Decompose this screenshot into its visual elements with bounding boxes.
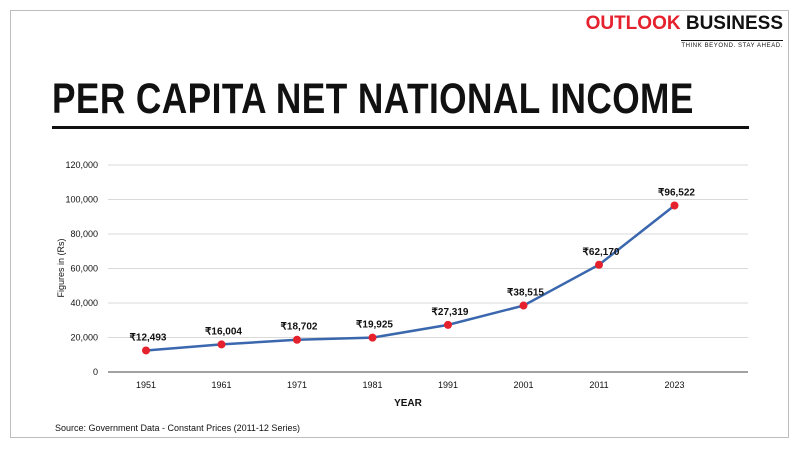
data-point bbox=[293, 335, 301, 344]
x-axis-label: YEAR bbox=[394, 398, 423, 409]
data-labels: ₹12,493 ₹16,004 ₹18,702 ₹19,925 ₹27,319 ₹38,5… bbox=[130, 187, 696, 343]
data-point bbox=[595, 260, 603, 269]
data-label: ₹18,702 bbox=[281, 322, 318, 333]
data-point bbox=[142, 346, 150, 355]
brand-name-part2: BUSINESS bbox=[685, 13, 783, 34]
title-divider bbox=[52, 126, 749, 129]
y-tick-label: 100,000 bbox=[65, 195, 98, 205]
brand-tagline: THINK BEYOND. STAY AHEAD. bbox=[681, 40, 783, 50]
data-label: ₹27,319 bbox=[432, 307, 469, 318]
grid-lines bbox=[108, 164, 748, 373]
x-tick-label: 2011 bbox=[589, 380, 608, 390]
brand-logo: OUTLOOK BUSINESS THINK BEYOND. STAY AHEA… bbox=[586, 14, 783, 52]
y-tick-label: 80,000 bbox=[70, 229, 98, 239]
brand-name-part1: OUTLOOK bbox=[585, 13, 681, 34]
series-line bbox=[145, 204, 676, 352]
x-tick-label: 2001 bbox=[513, 380, 533, 390]
data-point bbox=[670, 201, 679, 210]
data-point bbox=[368, 333, 377, 342]
data-point bbox=[519, 301, 528, 310]
y-axis-label: Figures in (Rs) bbox=[56, 238, 66, 297]
data-point bbox=[217, 340, 226, 349]
data-points bbox=[142, 201, 679, 355]
page-title: PER CAPITA NET NATIONAL INCOME bbox=[52, 75, 694, 123]
x-tick-labels: 1951 1961 1971 1981 1991 2001 2011 2023 bbox=[136, 380, 685, 390]
y-tick-label: 20,000 bbox=[70, 333, 98, 343]
brand-name: OUTLOOK BUSINESS bbox=[586, 14, 783, 34]
source-note: Source: Government Data - Constant Price… bbox=[55, 423, 300, 433]
data-label: ₹16,004 bbox=[205, 326, 242, 337]
x-tick-label: 1991 bbox=[438, 380, 458, 390]
x-tick-label: 2023 bbox=[664, 380, 684, 390]
y-tick-label: 60,000 bbox=[70, 264, 98, 274]
y-tick-labels: 0 20,000 40,000 60,000 80,000 100,000 120,000 bbox=[65, 160, 98, 377]
x-tick-label: 1961 bbox=[211, 380, 231, 390]
data-label: ₹62,170 bbox=[583, 247, 620, 258]
y-tick-label: 40,000 bbox=[70, 298, 98, 308]
data-label: ₹19,925 bbox=[356, 320, 393, 331]
data-label: ₹38,515 bbox=[507, 288, 544, 299]
chart-frame bbox=[10, 10, 789, 438]
y-tick-label: 120,000 bbox=[65, 160, 98, 170]
data-label: ₹96,522 bbox=[658, 187, 695, 198]
x-tick-label: 1981 bbox=[362, 380, 382, 390]
y-tick-label: 0 bbox=[93, 367, 98, 377]
data-point bbox=[444, 320, 452, 329]
x-tick-label: 1951 bbox=[136, 380, 156, 390]
data-label: ₹12,493 bbox=[130, 332, 167, 343]
x-tick-label: 1971 bbox=[287, 380, 307, 390]
